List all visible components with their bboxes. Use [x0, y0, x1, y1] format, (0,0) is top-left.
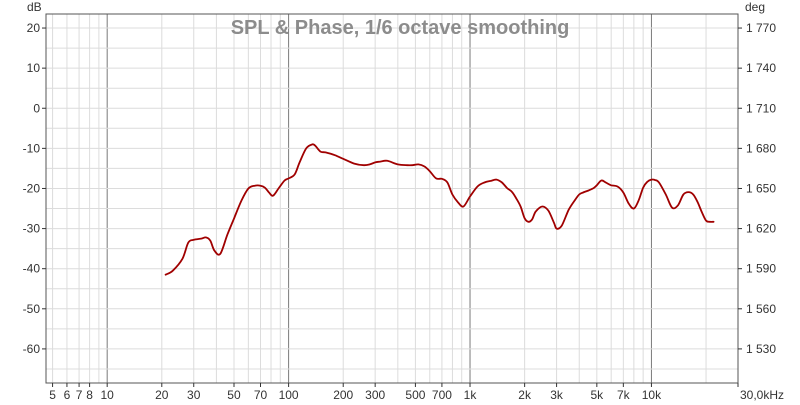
x-axis-ticks: 5 6 7 8 10 20 30 50 70 100 200 300 500 700 1k 2k 3k 5k 7k 1… [49, 383, 784, 402]
x-tick-label: 30,0kHz [740, 388, 784, 402]
plot-frame [45, 13, 739, 384]
y-right-tick-label: 1 740 [746, 61, 776, 75]
x-tick-label: 6 [64, 388, 71, 402]
x-tick-label: 70 [254, 388, 268, 402]
y-right-tick-label: 1 560 [746, 302, 776, 316]
x-tick-label: 200 [333, 388, 353, 402]
y-left-tick-label: -50 [23, 302, 41, 316]
x-tick-label: 2k [518, 388, 532, 402]
y-right-tick-label: 1 710 [746, 101, 776, 115]
x-tick-label: 100 [279, 388, 299, 402]
y-left-tick-label: -20 [23, 181, 41, 195]
y-axis-unit-left: dB [27, 0, 42, 14]
y-right-tick-label: 1 770 [746, 21, 776, 35]
x-tick-label: 300 [365, 388, 385, 402]
y-axis-unit-right: deg [745, 0, 765, 14]
y-left-tick-label: 0 [33, 101, 40, 115]
y-right-tick-label: 1 650 [746, 181, 776, 195]
series-layer [164, 143, 715, 276]
y-left-tick-label: -30 [23, 222, 41, 236]
y-left-tick-label: -40 [23, 262, 41, 276]
y-right-tick-label: 1 530 [746, 342, 776, 356]
x-tick-label: 7 [76, 388, 83, 402]
x-tick-label: 30 [187, 388, 201, 402]
y-right-tick-label: 1 590 [746, 262, 776, 276]
x-tick-label: 3k [550, 388, 564, 402]
y-left-tick-label: -10 [23, 141, 41, 155]
x-tick-label: 8 [86, 388, 93, 402]
y-left-tick-label: -60 [23, 342, 41, 356]
spl-series-line [164, 143, 715, 276]
chart-title: SPL & Phase, 1/6 octave smoothing [231, 17, 570, 39]
x-tick-label: 7k [617, 388, 631, 402]
y-axis-left-ticks: 20 10 0 -10 -20 -30 -40 -50 -60 [23, 21, 46, 356]
x-tick-label: 20 [155, 388, 169, 402]
x-tick-label: 700 [432, 388, 452, 402]
x-tick-label: 500 [405, 388, 425, 402]
y-right-tick-label: 1 680 [746, 141, 776, 155]
x-tick-label: 10k [642, 388, 662, 402]
x-tick-label: 5 [49, 388, 56, 402]
x-tick-label: 10 [101, 388, 115, 402]
y-left-tick-label: 20 [27, 21, 41, 35]
y-left-tick-label: 10 [27, 61, 41, 75]
y-right-tick-label: 1 620 [746, 222, 776, 236]
x-tick-label: 50 [227, 388, 241, 402]
x-tick-label: 1k [464, 388, 478, 402]
y-axis-right-ticks: 1 770 1 740 1 710 1 680 1 650 1 620 1 590 1 560… [738, 21, 776, 356]
x-tick-label: 5k [590, 388, 604, 402]
